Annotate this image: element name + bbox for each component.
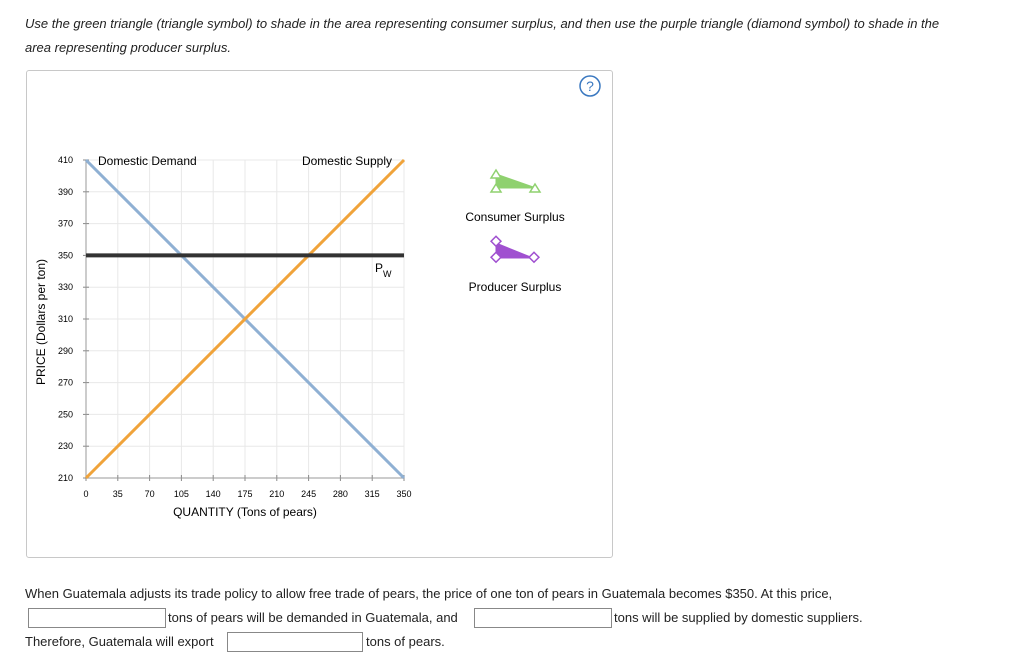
consumer-surplus-tool[interactable]	[489, 168, 542, 193]
label-main: P	[375, 261, 383, 275]
series-line	[84, 158, 406, 480]
y-tick-label: 410	[58, 155, 73, 165]
x-tick-label: 315	[365, 489, 380, 499]
x-tick-label: 280	[333, 489, 348, 499]
instructions: Use the green triangle (triangle symbol)…	[25, 16, 940, 55]
y-tick-label: 250	[58, 409, 73, 419]
x-tick-label: 105	[174, 489, 189, 499]
x-tick-label: 210	[269, 489, 284, 499]
x-tick-label: 35	[113, 489, 123, 499]
y-tick-label: 210	[58, 473, 73, 483]
graph-panel	[26, 70, 613, 558]
question-text: When Guatemala adjusts its trade policy …	[25, 586, 833, 601]
y-tick-label: 230	[58, 441, 73, 451]
export-input[interactable]	[227, 632, 363, 652]
question-text: Therefore, Guatemala will export	[25, 634, 214, 649]
series-label: Domestic Demand	[98, 154, 197, 168]
y-tick-label: 270	[58, 378, 73, 388]
y-tick-label: 350	[58, 250, 73, 260]
x-tick-label: 245	[301, 489, 316, 499]
series-label: Domestic Supply	[302, 154, 392, 168]
y-tick-label: 370	[58, 219, 73, 229]
y-tick-label: 390	[58, 187, 73, 197]
x-tick-label: 140	[206, 489, 221, 499]
x-tick-label: 70	[145, 489, 155, 499]
x-tick-label: 175	[237, 489, 252, 499]
y-tick-label: 290	[58, 346, 73, 356]
question-text: tons of pears.	[366, 634, 445, 649]
x-tick-label: 0	[83, 489, 88, 499]
question-text: tons of pears will be demanded in Guatem…	[168, 610, 458, 625]
x-tick-label: 350	[396, 489, 411, 499]
y-tick-label: 330	[58, 282, 73, 292]
demand-input[interactable]	[28, 608, 166, 628]
chart: ? Consumer Surplus Producer Surplus PRIC…	[34, 75, 601, 519]
producer-surplus-tool[interactable]	[489, 235, 541, 264]
tool-label: Consumer Surplus	[465, 210, 564, 224]
series-label: PW	[375, 261, 392, 279]
y-tick-label: 310	[58, 314, 73, 324]
tool-label: Producer Surplus	[469, 280, 562, 294]
question-text: tons will be supplied by domestic suppli…	[614, 610, 863, 625]
help-icon[interactable]: ?	[586, 78, 594, 94]
x-axis-label: QUANTITY (Tons of pears)	[173, 505, 317, 519]
help-button[interactable]	[579, 75, 601, 97]
y-axis-label: PRICE (Dollars per ton)	[34, 259, 48, 385]
label-subscript: W	[383, 269, 392, 279]
supply-input[interactable]	[474, 608, 612, 628]
